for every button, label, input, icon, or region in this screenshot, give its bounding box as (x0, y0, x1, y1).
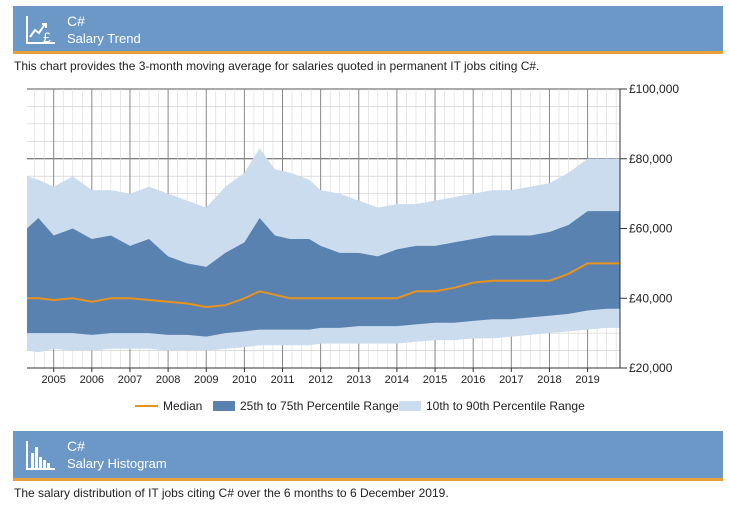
x-tick-label: 2014 (385, 374, 409, 386)
y-tick-label: £20,000 (629, 361, 673, 375)
x-tick-label: 2012 (308, 374, 332, 386)
x-tick-label: 2006 (80, 374, 104, 386)
panel-subtitle: Salary Trend (67, 31, 141, 46)
salary-histogram-header: C# Salary Histogram (13, 431, 723, 481)
x-tick-label: 2016 (461, 374, 485, 386)
legend-swatch-decile (399, 401, 421, 411)
salary-trend-header: £ C# Salary Trend (13, 6, 723, 54)
legend-label-decile: 10th to 90th Percentile Range (426, 399, 585, 413)
panel-title: C# (67, 438, 85, 454)
histogram-icon (26, 441, 55, 470)
trend-chart-pound-icon: £ (26, 16, 55, 45)
quartile-band (27, 211, 620, 337)
y-tick-label: £80,000 (629, 152, 673, 166)
salary-trend-chart: £100,000 £80,000 £60,000 £40,000 £20,000 200… (27, 82, 679, 413)
chart-legend: Median 25th to 75th Percentile Range 10th … (135, 399, 585, 413)
panel-title: C# (67, 13, 85, 29)
y-tick-label: £60,000 (629, 222, 673, 236)
histogram-description: The salary distribution of IT jobs citin… (14, 486, 449, 500)
x-tick-label: 2007 (118, 374, 142, 386)
x-tick-label: 2009 (194, 374, 218, 386)
legend-label-quartile: 25th to 75th Percentile Range (240, 399, 399, 413)
x-tick-label: 2008 (156, 374, 180, 386)
x-tick-label: 2005 (41, 374, 65, 386)
trend-description: This chart provides the 3-month moving a… (14, 59, 540, 73)
median-line (27, 262, 620, 309)
x-tick-label: 2010 (232, 374, 256, 386)
y-tick-label: £40,000 (629, 291, 673, 305)
svg-text:£: £ (43, 29, 51, 45)
x-tick-label: 2011 (271, 374, 295, 386)
x-tick-label: 2019 (575, 374, 599, 386)
x-tick-label: 2015 (423, 374, 447, 386)
x-axis: 2005 2006 2007 2008 2009 2010 2011 2012 2013 2014… (27, 367, 620, 386)
x-tick-label: 2017 (499, 374, 523, 386)
y-tick-label: £100,000 (629, 82, 679, 96)
y-axis: £100,000 £80,000 £60,000 £40,000 £20,000 (619, 82, 679, 375)
x-tick-label: 2013 (347, 374, 371, 386)
x-tick-label: 2018 (537, 374, 561, 386)
legend-label-median: Median (163, 399, 202, 413)
panel-subtitle: Salary Histogram (67, 456, 167, 471)
legend-swatch-quartile (213, 401, 235, 411)
